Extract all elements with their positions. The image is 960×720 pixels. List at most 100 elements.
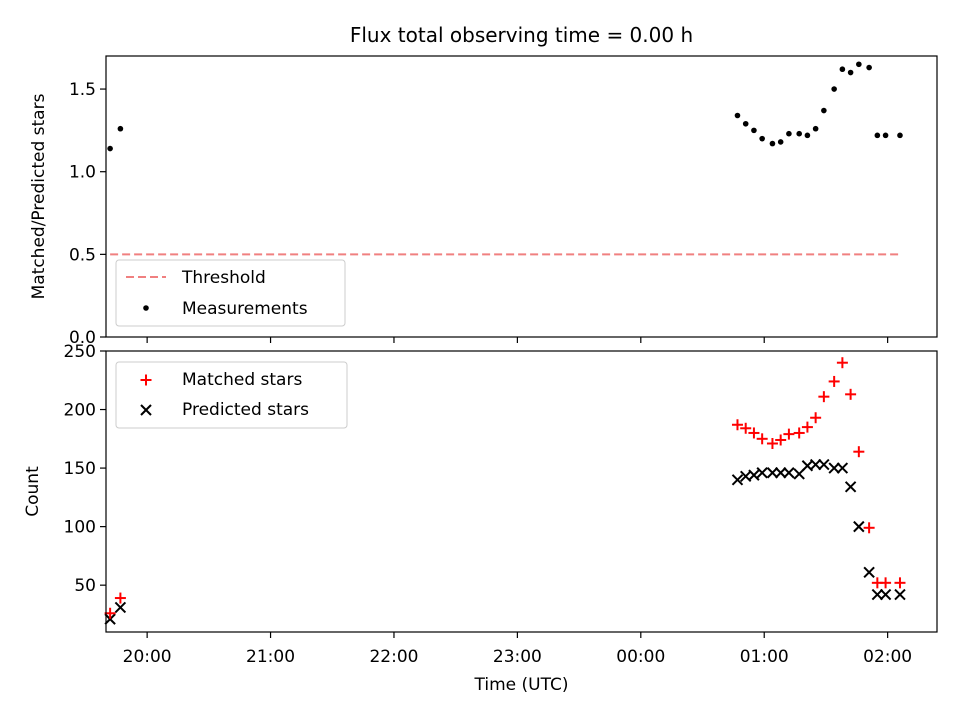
- matched-star-point: [836, 357, 848, 369]
- y-tick-label: 50: [74, 576, 96, 596]
- legend-measurement-swatch: [143, 305, 149, 311]
- matched-star-point: [740, 422, 752, 434]
- measurement-point: [786, 130, 792, 137]
- matched-star-point: [853, 446, 865, 458]
- measurement-point: [856, 61, 862, 68]
- x-tick-label: 22:00: [369, 647, 418, 667]
- top-panel: Flux total observing time = 0.00 h Match…: [29, 23, 938, 348]
- measurement-point: [759, 135, 765, 142]
- y-tick-label: 0.0: [69, 328, 96, 348]
- legend-frame: [115, 259, 346, 327]
- matched-star-point: [756, 433, 768, 445]
- bottom-axes-frame: [105, 350, 938, 633]
- matched-star-point: [731, 419, 743, 431]
- x-tick-label: 01:00: [740, 647, 789, 667]
- matched-star-point: [783, 428, 795, 440]
- measurement-point: [882, 132, 889, 139]
- predicted-star-point: [828, 462, 840, 474]
- predicted-star-point: [871, 588, 884, 601]
- x-tick-label: 21:00: [246, 647, 295, 667]
- measurement-point: [839, 66, 846, 73]
- measurement-point: [897, 132, 903, 139]
- measurement-point: [777, 139, 784, 145]
- predicted-star-point: [894, 588, 906, 601]
- measurement-point: [117, 125, 124, 132]
- measurement-point: [769, 140, 776, 147]
- measurement-point: [107, 145, 113, 152]
- predicted-star-point: [836, 462, 849, 474]
- measurement-point: [866, 64, 872, 71]
- matched-star-point: [810, 412, 822, 424]
- y-tick-label: 1.5: [69, 80, 96, 100]
- predicted-star-point: [783, 467, 795, 479]
- bottom-x-ticks: 20:00 21:00 22:00 23:00 00:00 01:00 02:00: [123, 632, 912, 667]
- top-axes-frame: [105, 55, 938, 338]
- measurement-point: [812, 125, 819, 132]
- predicted-star-point: [853, 520, 865, 533]
- matched-star-point: [793, 427, 805, 439]
- legend-label: Measurements: [182, 299, 308, 319]
- legend-label: Matched stars: [182, 370, 302, 390]
- measurement-point: [796, 130, 802, 137]
- matched-star-point: [775, 434, 787, 446]
- matched-star-point: [114, 592, 126, 604]
- legend-matched-swatch: [140, 374, 152, 386]
- measurement-point: [804, 132, 811, 139]
- measurement-point: [751, 127, 757, 134]
- bottom-legend: Matched stars Predicted stars: [115, 361, 348, 429]
- x-tick-label: 02:00: [863, 647, 912, 667]
- legend-frame: [115, 361, 348, 429]
- measurement-point: [847, 69, 854, 76]
- predicted-star-point: [114, 601, 127, 614]
- predicted-star-point: [809, 458, 822, 471]
- y-tick-label: 250: [64, 342, 96, 362]
- x-tick-label: 20:00: [123, 647, 172, 667]
- predicted-star-point: [774, 467, 787, 479]
- predicted-star-point: [879, 588, 892, 601]
- predicted-star-point: [863, 566, 875, 578]
- measurement-point: [874, 132, 881, 139]
- measurement-point: [742, 120, 749, 127]
- bottom-plot-area: [104, 357, 906, 625]
- x-tick-label: 23:00: [493, 647, 542, 667]
- top-plot-area: [107, 61, 903, 256]
- measurement-point: [821, 107, 827, 114]
- top-x-ticks: [146, 337, 889, 343]
- matched-star-point: [863, 522, 875, 534]
- matched-star-point: [801, 421, 813, 433]
- legend-label: Predicted stars: [182, 400, 309, 420]
- bottom-y-axis-label: Count: [23, 466, 43, 517]
- matched-star-point: [818, 391, 830, 403]
- y-tick-label: 200: [64, 401, 96, 421]
- measurement-point: [734, 112, 741, 119]
- matched-star-point: [828, 375, 840, 387]
- predicted-star-point: [756, 467, 768, 479]
- matched-star-point: [880, 577, 892, 589]
- top-y-ticks: 0.0 0.5 1.0 1.5: [69, 80, 106, 348]
- chart-title: Flux total observing time = 0.00 h: [350, 23, 693, 47]
- predicted-star-point: [766, 467, 779, 479]
- bottom-y-ticks: 50 100 150 200 250: [64, 342, 106, 596]
- y-tick-label: 100: [64, 518, 96, 538]
- legend-predicted-swatch: [140, 404, 152, 416]
- x-axis-label: Time (UTC): [474, 675, 569, 695]
- top-y-axis-label: Matched/Predicted stars: [29, 93, 49, 299]
- y-tick-label: 150: [64, 459, 96, 479]
- y-tick-label: 0.5: [69, 245, 96, 265]
- matched-star-point: [748, 427, 760, 439]
- top-legend: Threshold Measurements: [115, 259, 346, 327]
- y-tick-label: 1.0: [69, 163, 96, 183]
- predicted-star-point: [818, 458, 830, 471]
- predicted-star-point: [104, 613, 116, 625]
- bottom-panel: Count Time (UTC) 50 100 150 200 250 20:00 21:…: [23, 342, 938, 695]
- matched-star-point: [894, 577, 906, 589]
- predicted-star-point: [731, 474, 744, 486]
- matched-star-point: [845, 388, 857, 400]
- predicted-star-point: [844, 481, 857, 493]
- legend-label: Threshold: [181, 268, 266, 288]
- x-tick-label: 00:00: [616, 647, 665, 667]
- predicted-star-point: [748, 469, 760, 481]
- measurement-point: [831, 86, 837, 92]
- matched-star-point: [766, 437, 778, 449]
